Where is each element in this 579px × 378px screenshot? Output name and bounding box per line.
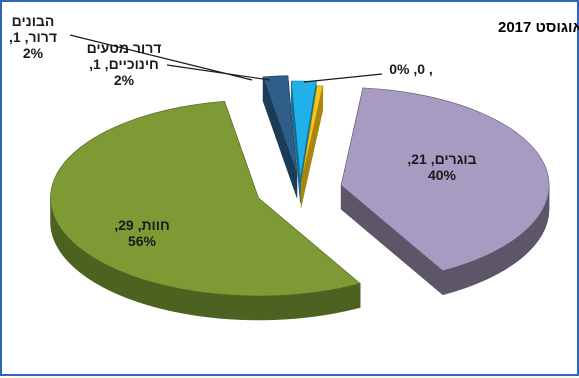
data-label: הבונים דרור, 1, 2%	[9, 13, 57, 61]
data-label-line: 2%	[23, 45, 44, 61]
data-label-line: 40%	[428, 167, 457, 183]
leader-line	[303, 73, 383, 83]
chart-title: התפלגות הודעות בוגרים ע"פ מעגלים - אוגוס…	[498, 19, 579, 36]
data-label-line: דרור מטעים	[87, 40, 162, 56]
data-label: חוות, 29, 56%	[114, 217, 170, 249]
data-label: , 0, 0%	[389, 61, 433, 77]
data-label: בוגרים, 21, 40%	[407, 151, 476, 183]
data-label-line: 56%	[128, 233, 157, 249]
data-label-line: בוגרים, 21,	[407, 151, 476, 167]
pie-slice-top	[262, 75, 298, 174]
leader-line	[166, 64, 271, 81]
pie-slice-top	[300, 85, 324, 184]
data-label-line: חינוכיים, 1,	[89, 56, 159, 72]
pie-slice-top	[340, 87, 550, 272]
pie-slice-top	[50, 100, 361, 297]
pie-slice	[300, 85, 324, 208]
data-label-line: 2%	[114, 72, 135, 88]
pie-slice	[262, 75, 298, 198]
data-label-line: הבונים	[12, 13, 55, 29]
pie-slice	[50, 100, 361, 321]
data-label-line: דרור, 1,	[9, 29, 57, 45]
data-label-line: , 0, 0%	[389, 61, 433, 77]
pie-slice	[340, 87, 550, 296]
data-label-line: חוות, 29,	[114, 217, 170, 233]
data-label: דרור מטעים חינוכיים, 1, 2%	[87, 40, 162, 88]
